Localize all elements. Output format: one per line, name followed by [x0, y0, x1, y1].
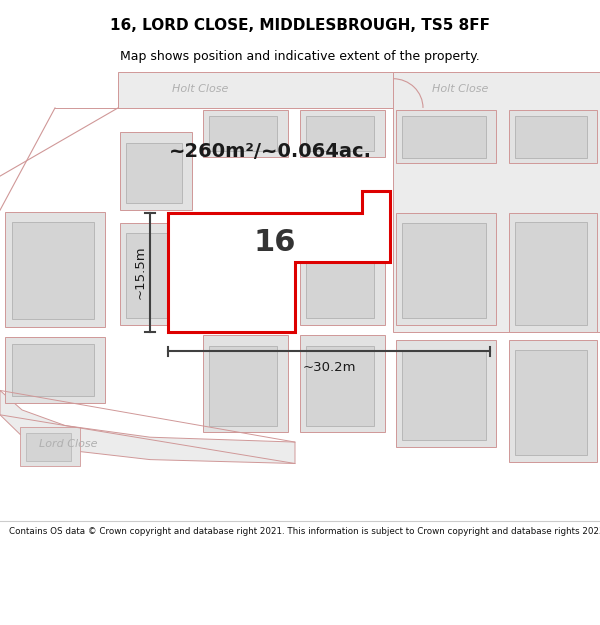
Polygon shape [300, 110, 385, 157]
Polygon shape [509, 110, 597, 164]
Polygon shape [126, 143, 182, 203]
Polygon shape [515, 349, 587, 455]
Polygon shape [209, 232, 277, 318]
Polygon shape [396, 110, 496, 164]
Polygon shape [509, 340, 597, 461]
Text: Holt Close: Holt Close [172, 84, 228, 94]
Polygon shape [120, 132, 192, 210]
Text: ~260m²/~0.064ac.: ~260m²/~0.064ac. [169, 142, 371, 161]
Polygon shape [393, 72, 600, 332]
Polygon shape [126, 232, 182, 318]
Polygon shape [306, 116, 374, 151]
Polygon shape [509, 213, 597, 332]
Text: ~15.5m: ~15.5m [133, 246, 146, 299]
Text: Map shows position and indicative extent of the property.: Map shows position and indicative extent… [120, 50, 480, 63]
Polygon shape [0, 72, 600, 520]
Polygon shape [12, 222, 94, 319]
Polygon shape [12, 344, 94, 396]
Polygon shape [300, 223, 385, 325]
Polygon shape [306, 346, 374, 426]
Text: Holt Close: Holt Close [432, 84, 488, 94]
Polygon shape [402, 223, 486, 318]
Polygon shape [300, 335, 385, 432]
Polygon shape [203, 335, 288, 432]
Text: Contains OS data © Crown copyright and database right 2021. This information is : Contains OS data © Crown copyright and d… [9, 528, 600, 536]
Polygon shape [209, 116, 277, 151]
Polygon shape [209, 346, 277, 426]
Polygon shape [203, 110, 288, 157]
Polygon shape [402, 351, 486, 440]
Text: 16, LORD CLOSE, MIDDLESBROUGH, TS5 8FF: 16, LORD CLOSE, MIDDLESBROUGH, TS5 8FF [110, 18, 490, 33]
Text: ~30.2m: ~30.2m [302, 361, 356, 374]
Text: Lord Close: Lord Close [39, 439, 97, 449]
Polygon shape [306, 232, 374, 318]
Polygon shape [120, 223, 192, 325]
Polygon shape [515, 222, 587, 325]
Polygon shape [515, 116, 587, 158]
Polygon shape [396, 213, 496, 325]
Polygon shape [0, 391, 295, 464]
Polygon shape [5, 212, 105, 327]
Polygon shape [5, 337, 105, 403]
Polygon shape [20, 428, 80, 466]
Polygon shape [26, 433, 71, 461]
Polygon shape [402, 116, 486, 158]
Text: 16: 16 [254, 228, 296, 257]
Polygon shape [118, 72, 400, 108]
Polygon shape [396, 340, 496, 447]
Polygon shape [168, 191, 390, 332]
Polygon shape [203, 223, 288, 325]
